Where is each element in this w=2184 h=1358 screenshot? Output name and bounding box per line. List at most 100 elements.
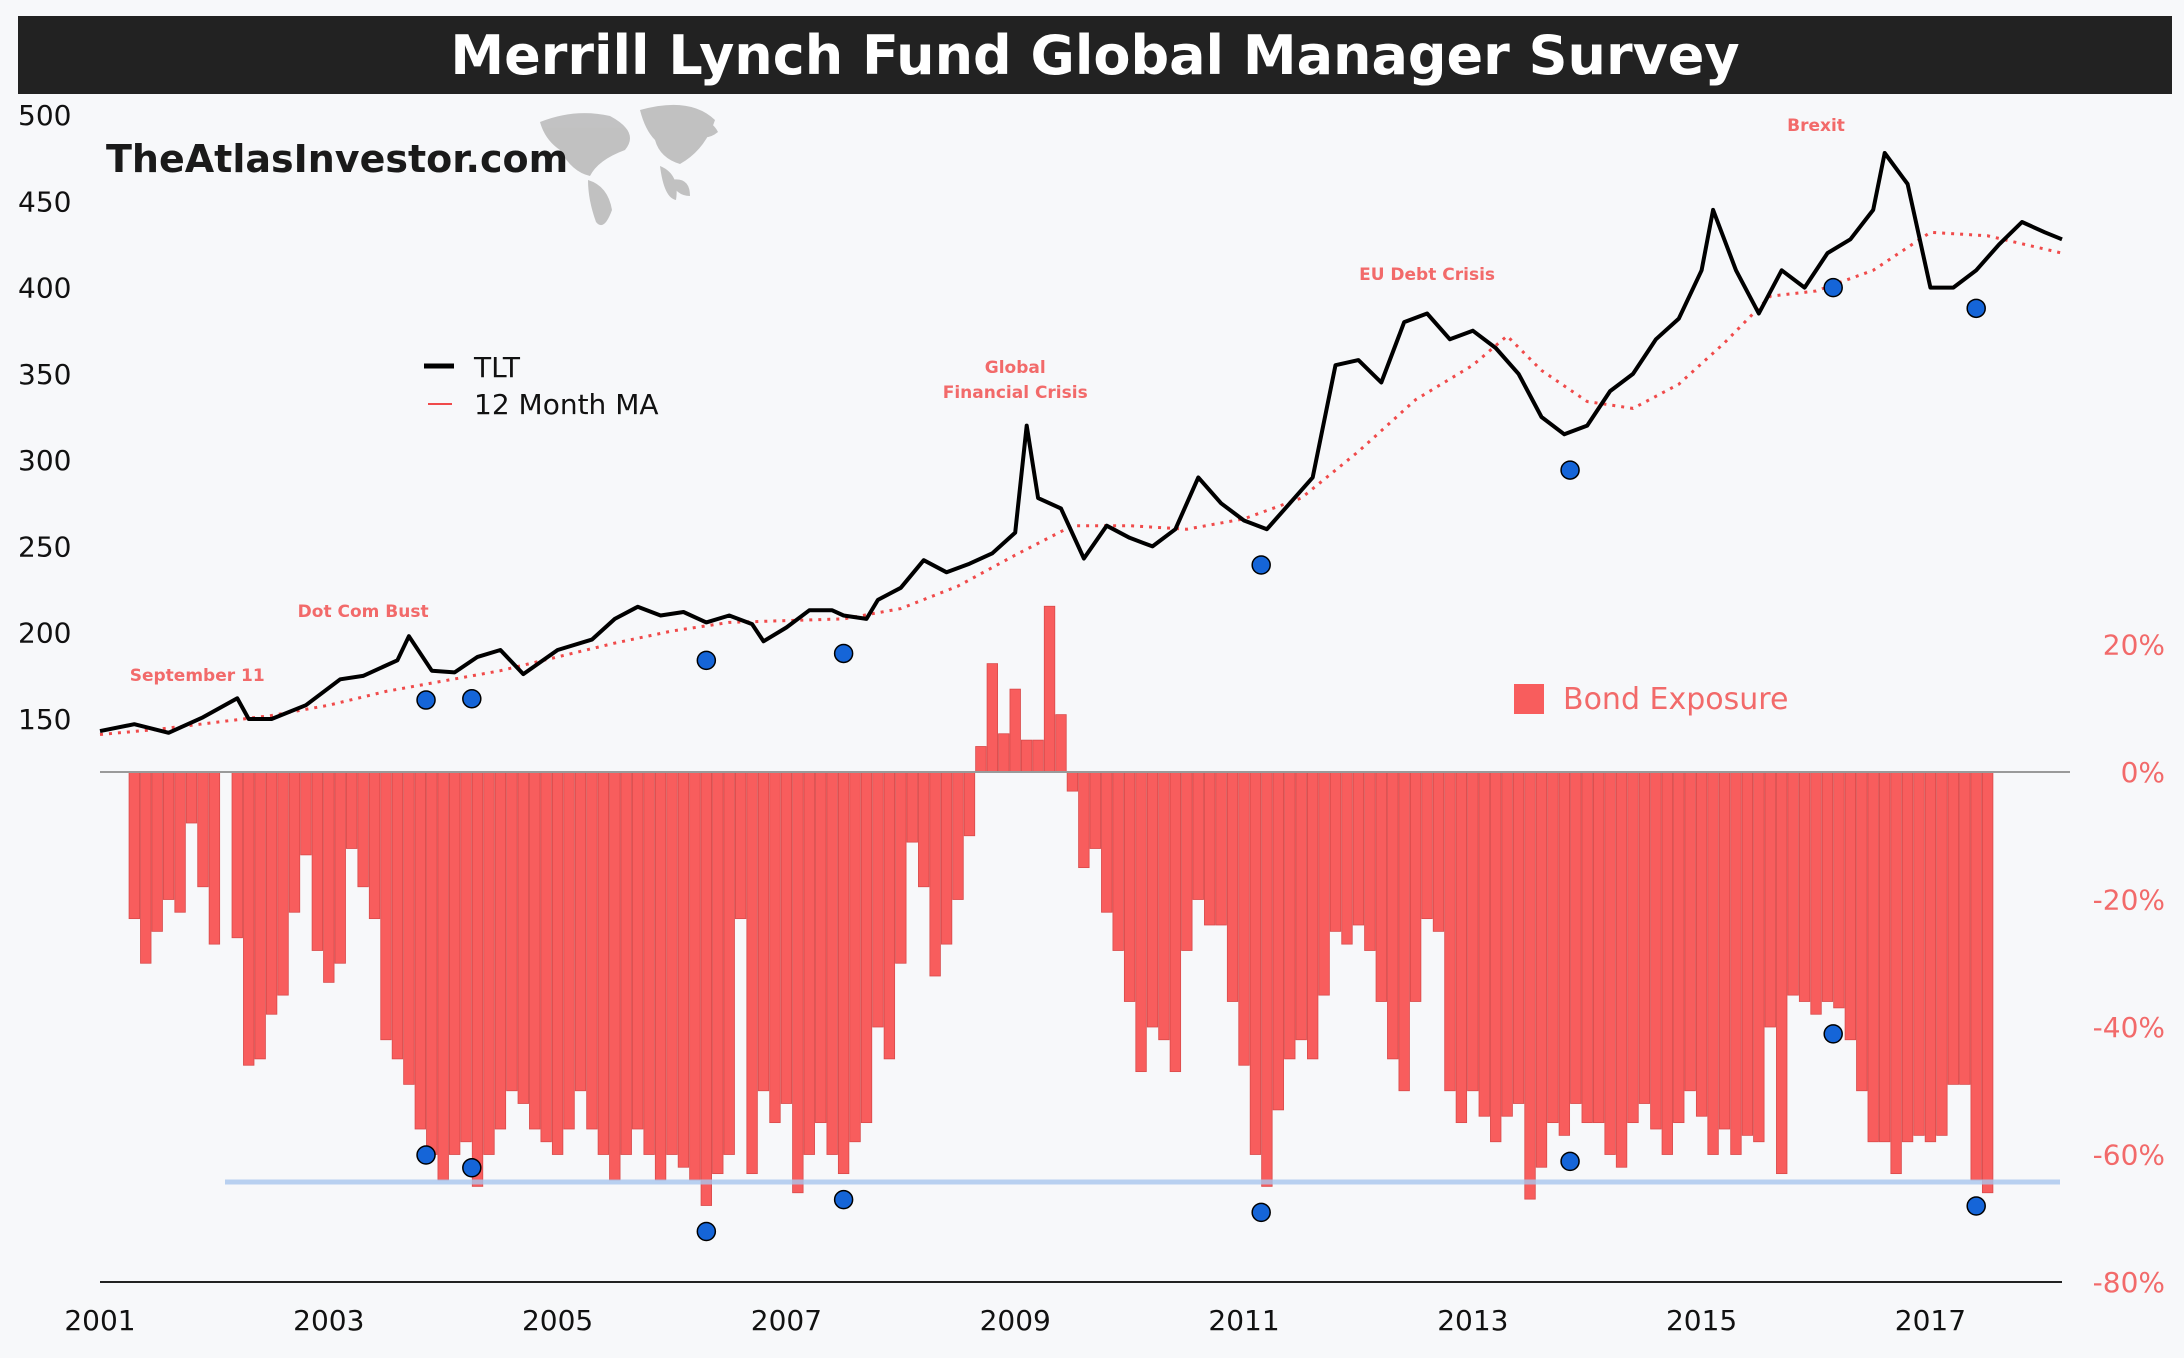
bond-exposure-bar: [1798, 771, 1811, 1002]
tlt-marker-dot: [462, 689, 482, 709]
bond-exposure-bar: [460, 771, 472, 1143]
bond-exposure-bar: [403, 771, 415, 1085]
bond-exposure-bar: [483, 771, 495, 1155]
chart-title: Merrill Lynch Fund Global Manager Survey: [18, 16, 2172, 94]
bond-exposure-bar: [1615, 771, 1628, 1168]
bond-exposure-bar: [826, 771, 838, 1155]
legend: TLT 12 Month MA Bond Exposure: [424, 351, 1788, 717]
bond-exposure-bar: [1455, 771, 1468, 1124]
bond-exposure-bar: [323, 771, 335, 983]
x-tick-label: 2001: [64, 1304, 135, 1337]
bond-exposure-bar: [1135, 771, 1147, 1073]
bond-exposure-bar: [1284, 771, 1296, 1060]
bond-exposure-bar: [208, 771, 221, 945]
exposure-marker-dot: [1560, 1151, 1580, 1172]
bond-exposure-bar: [1558, 771, 1571, 1136]
bond-exposure-bar: [643, 771, 655, 1155]
bond-exposure-bar: [609, 771, 621, 1181]
event-label: Dot Com Bust: [298, 602, 429, 622]
right-tick-label: -80%: [2093, 1266, 2165, 1299]
right-axis: 20% 0% -20% -40% -60% -80%: [2093, 629, 2165, 1300]
bond-exposure-bar: [837, 771, 850, 1175]
bond-exposure-bar: [357, 771, 369, 888]
x-tick-label: 2007: [751, 1304, 822, 1337]
bond-exposure-bar: [1387, 771, 1399, 1060]
right-tick-label: -60%: [2093, 1139, 2165, 1172]
bond-exposure-bar: [1512, 771, 1525, 1104]
event-label: Brexit: [1787, 116, 1845, 136]
bond-exposure-bar: [952, 771, 964, 900]
bond-exposure-bar: [1981, 771, 1994, 1194]
right-tick-label: -40%: [2093, 1011, 2165, 1044]
bond-exposure-bar: [1867, 771, 1879, 1143]
bond-exposure-bar: [1707, 771, 1719, 1155]
bond-exposure-bar: [712, 771, 724, 1175]
bond-exposure-bar: [151, 771, 163, 932]
bond-exposure-bar: [1364, 771, 1376, 951]
bond-exposure-bar: [803, 771, 815, 1155]
bond-exposure-bar: [563, 771, 575, 1130]
bond-exposure-bar: [1341, 771, 1353, 945]
bond-exposure-bar: [757, 771, 770, 1092]
x-tick-label: 2009: [980, 1304, 1051, 1337]
bond-exposure-bar: [780, 771, 793, 1104]
bond-exposure-bar: [1123, 771, 1136, 1002]
bond-exposure-bar: [597, 771, 610, 1155]
bond-exposure-bar: [140, 771, 152, 964]
bond-exposure-bar: [746, 771, 758, 1175]
bond-exposure-bar: [1444, 771, 1456, 1092]
bond-exposure-bar: [769, 771, 781, 1124]
bond-exposure-bar: [1821, 771, 1834, 1002]
tlt-marker-dot: [1966, 298, 1986, 319]
bond-exposure-bar: [929, 771, 941, 977]
bond-exposure-bar: [1890, 771, 1902, 1175]
bond-exposure-bar: [1066, 771, 1079, 792]
bond-exposure-bar: [1295, 771, 1307, 1041]
bond-exposure-bar: [1112, 771, 1124, 951]
bond-exposure-bar: [1947, 771, 1959, 1085]
exposure-marker-dot: [1823, 1024, 1843, 1044]
bond-exposure-bar: [906, 771, 918, 843]
bond-exposure-bar: [734, 771, 747, 920]
bond-exposure-bar: [1501, 771, 1513, 1117]
tlt-marker-dot: [1560, 460, 1580, 480]
bond-exposure-bar: [300, 771, 312, 856]
bond-exposure-bar: [1432, 771, 1445, 932]
bond-exposure-bar: [1352, 771, 1365, 926]
bond-exposure-bar: [860, 771, 873, 1124]
exposure-marker-dot: [696, 1221, 717, 1242]
right-tick-label: -20%: [2093, 884, 2165, 917]
right-tick-label: 0%: [2121, 756, 2165, 789]
bond-exposure-bar: [529, 771, 541, 1130]
bond-exposure-bar: [700, 771, 712, 1206]
bond-exposure-bar: [1249, 771, 1262, 1155]
bond-exposure-bar: [231, 771, 243, 939]
bond-exposure-bar: [792, 771, 804, 1194]
event-label: September 11: [130, 666, 265, 686]
tlt-marker-dot: [416, 690, 436, 710]
bond-exposure-bar: [1593, 771, 1605, 1124]
bond-exposure-bar: [1421, 771, 1433, 920]
bond-exposure-bar: [586, 771, 598, 1130]
bond-exposure-bar: [346, 771, 358, 849]
bond-exposure-bar: [1204, 771, 1216, 926]
bond-exposure-bar: [1879, 771, 1891, 1143]
bond-exposure-bar: [1604, 771, 1616, 1155]
bond-exposure-bar: [883, 771, 896, 1060]
bond-exposure-bar: [1238, 771, 1250, 1066]
bond-exposure-bar: [940, 771, 953, 945]
right-tick-label: 20%: [2103, 629, 2165, 662]
bond-exposure-bar: [1192, 771, 1204, 900]
bond-exposure-bar: [1673, 771, 1685, 1124]
bond-exposure-bar: [277, 771, 289, 996]
bond-exposure-bar: [368, 771, 381, 920]
x-tick-label: 2017: [1895, 1304, 1966, 1337]
bond-exposure-bar: [1169, 771, 1182, 1073]
x-tick-label: 2015: [1666, 1304, 1737, 1337]
bond-exposure-bar: [918, 771, 930, 888]
bond-exposure-bar: [1661, 771, 1673, 1155]
bond-exposure-bar: [174, 771, 186, 913]
left-tick-label: 150: [18, 703, 71, 736]
bond-exposure-bar: [998, 733, 1010, 773]
bond-exposure-bar: [540, 771, 552, 1143]
